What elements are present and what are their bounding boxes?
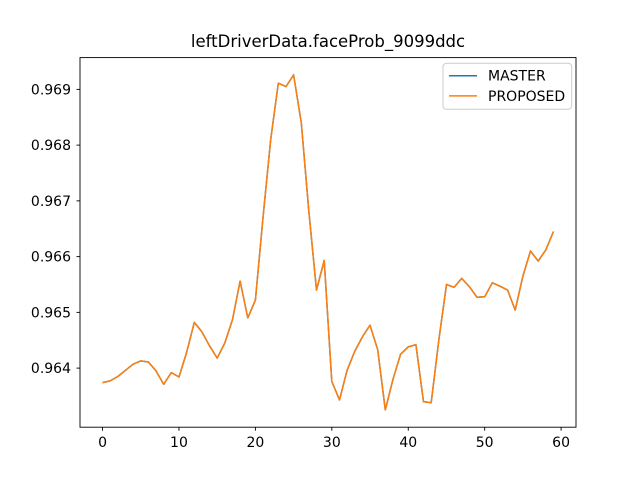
plot-area xyxy=(79,57,577,428)
x-tick-label: 40 xyxy=(399,435,417,451)
y-tick-label: 0.969 xyxy=(31,82,71,98)
series-lines xyxy=(102,74,555,411)
legend-box xyxy=(442,62,573,110)
x-tick-label: 10 xyxy=(170,435,188,451)
x-tick-label: 50 xyxy=(476,435,494,451)
x-tick-label: 20 xyxy=(246,435,264,451)
x-tick-label: 0 xyxy=(98,435,107,451)
proposed-line xyxy=(102,74,555,411)
x-axis-ticks: 0 10 20 30 40 50 60 xyxy=(98,427,570,451)
y-tick-label: 0.965 xyxy=(31,305,71,321)
x-tick-label: 30 xyxy=(323,435,341,451)
legend-label-master: MASTER xyxy=(488,69,546,85)
y-axis-ticks: 0.964 0.965 0.966 0.967 0.968 0.969 xyxy=(31,82,80,377)
legend-label-proposed: PROPOSED xyxy=(488,89,565,105)
y-tick-label: 0.966 xyxy=(31,250,71,266)
legend: MASTER PROPOSED xyxy=(442,62,573,110)
y-tick-label: 0.964 xyxy=(31,361,71,377)
x-tick-label: 60 xyxy=(552,435,570,451)
y-tick-label: 0.967 xyxy=(31,194,71,210)
master-line xyxy=(102,74,555,411)
y-tick-label: 0.968 xyxy=(31,138,71,154)
chart-title: leftDriverData.faceProb_9099ddc xyxy=(191,32,465,52)
